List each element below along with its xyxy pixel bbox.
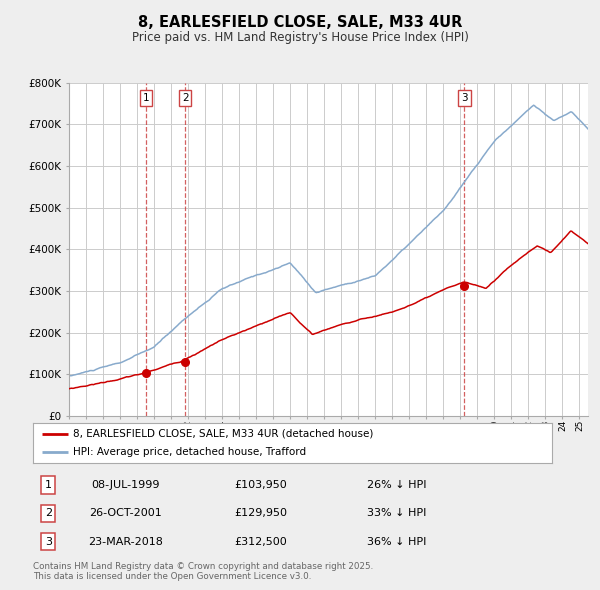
Text: 1: 1 — [143, 93, 149, 103]
Text: £129,950: £129,950 — [235, 509, 287, 518]
Text: £103,950: £103,950 — [235, 480, 287, 490]
Text: 26% ↓ HPI: 26% ↓ HPI — [367, 480, 427, 490]
Text: 8, EARLESFIELD CLOSE, SALE, M33 4UR: 8, EARLESFIELD CLOSE, SALE, M33 4UR — [138, 15, 462, 30]
Text: 3: 3 — [45, 537, 52, 546]
Text: 3: 3 — [461, 93, 467, 103]
Text: 2: 2 — [44, 509, 52, 518]
Text: 33% ↓ HPI: 33% ↓ HPI — [367, 509, 427, 518]
Text: HPI: Average price, detached house, Trafford: HPI: Average price, detached house, Traf… — [73, 447, 307, 457]
Text: Price paid vs. HM Land Registry's House Price Index (HPI): Price paid vs. HM Land Registry's House … — [131, 31, 469, 44]
Text: 08-JUL-1999: 08-JUL-1999 — [91, 480, 160, 490]
Text: 8, EARLESFIELD CLOSE, SALE, M33 4UR (detached house): 8, EARLESFIELD CLOSE, SALE, M33 4UR (det… — [73, 429, 374, 439]
Text: 2: 2 — [182, 93, 188, 103]
Text: 26-OCT-2001: 26-OCT-2001 — [89, 509, 161, 518]
Text: 23-MAR-2018: 23-MAR-2018 — [88, 537, 163, 546]
Text: 1: 1 — [45, 480, 52, 490]
Text: 36% ↓ HPI: 36% ↓ HPI — [367, 537, 427, 546]
Text: Contains HM Land Registry data © Crown copyright and database right 2025.
This d: Contains HM Land Registry data © Crown c… — [33, 562, 373, 581]
Text: £312,500: £312,500 — [235, 537, 287, 546]
